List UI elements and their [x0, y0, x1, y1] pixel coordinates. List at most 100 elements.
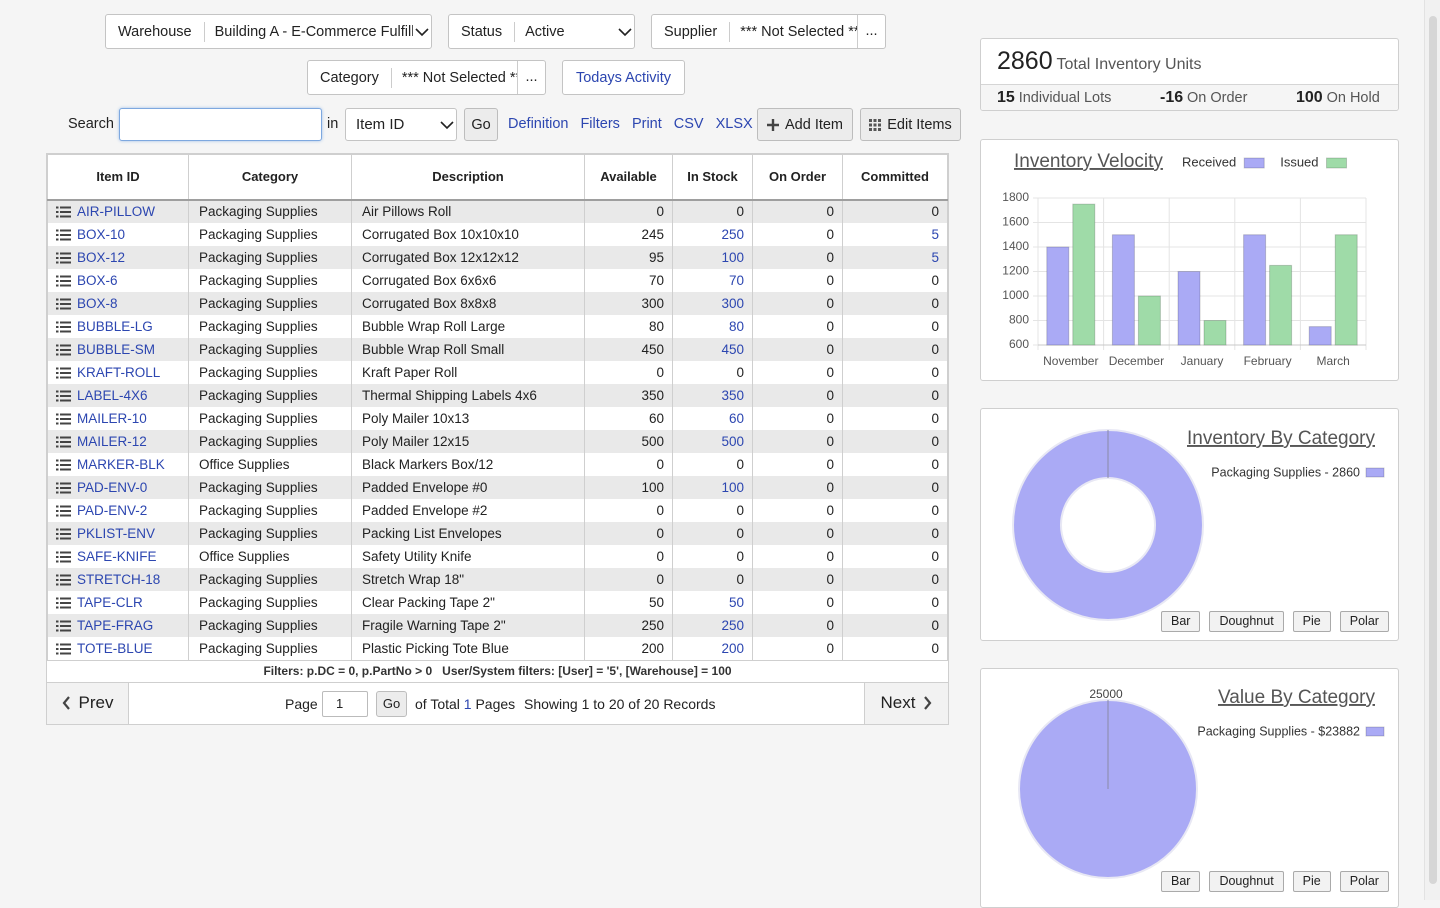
x-tick-label: February: [1244, 354, 1292, 368]
category-filter[interactable]: Category *** Not Selected *** ...: [307, 60, 546, 95]
icon-line: [60, 486, 71, 489]
bar: [1177, 271, 1201, 346]
item-id-link[interactable]: BOX-6: [77, 272, 118, 288]
item-id-link[interactable]: MAILER-10: [77, 410, 147, 426]
stat-label: On Order: [1187, 90, 1248, 106]
more-button[interactable]: ...: [517, 61, 545, 94]
stat: 15 Individual Lots: [997, 89, 1111, 107]
polar-button[interactable]: Polar: [1339, 871, 1389, 892]
text-cell: Corrugated Box 8x8x8: [351, 291, 585, 315]
icon-line: [60, 302, 71, 305]
icon-line: [60, 261, 71, 263]
item-id-link[interactable]: AIR-PILLOW: [77, 204, 156, 219]
warehouse-filter[interactable]: Warehouse Building A - E-Commerce Fulfil…: [105, 14, 432, 49]
go-button[interactable]: Go: [464, 108, 498, 141]
next-button[interactable]: Next: [864, 682, 948, 724]
definition-link[interactable]: Definition: [508, 116, 569, 132]
item-id-link[interactable]: TOTE-BLUE: [77, 640, 153, 656]
pie-button[interactable]: Pie: [1292, 871, 1331, 892]
number-cell: 80: [584, 314, 673, 338]
list-icon: [56, 505, 71, 516]
item-id-link[interactable]: BOX-12: [77, 249, 126, 265]
bar-button[interactable]: Bar: [1161, 871, 1201, 892]
add-item-button[interactable]: Add Item: [757, 108, 853, 141]
page-go-button[interactable]: Go: [376, 690, 407, 717]
list-icon: [56, 390, 71, 401]
polar-button[interactable]: Polar: [1339, 611, 1389, 632]
filters-link[interactable]: Filters: [580, 116, 620, 132]
icon-line: [60, 468, 71, 470]
text-cell: Office Supplies: [188, 544, 352, 568]
list-icon: [56, 206, 71, 218]
doughnut-button[interactable]: Doughnut: [1209, 611, 1284, 632]
text-cell: Corrugated Box 6x6x6: [351, 268, 585, 292]
status-filter[interactable]: Status Active: [448, 14, 635, 49]
number-cell: 450: [584, 337, 673, 361]
number-cell: 0: [672, 521, 753, 545]
scrollbar[interactable]: [1424, 0, 1440, 900]
number-cell: 300: [672, 291, 753, 315]
item-id-link[interactable]: TAPE-FRAG: [77, 617, 154, 633]
supplier-filter[interactable]: Supplier *** Not Selected *** ...: [651, 14, 886, 49]
column-header: Item ID: [47, 154, 189, 201]
item-id-link[interactable]: MAILER-12: [77, 433, 147, 449]
icon-bullet: [56, 647, 59, 650]
text-cell: Packaging Supplies: [188, 613, 352, 637]
item-id-link[interactable]: PAD-ENV-2: [77, 502, 148, 518]
button-label: Edit Items: [887, 116, 952, 133]
item-id-link[interactable]: BUBBLE-SM: [77, 341, 156, 357]
bar-button[interactable]: Bar: [1161, 611, 1201, 632]
number-cell: 0: [752, 245, 843, 269]
number-cell: 0: [752, 383, 843, 407]
item-id-link[interactable]: PKLIST-ENV: [77, 525, 156, 541]
table-row: PAD-ENV-2 Packaging Supplies Padded Envelo…: [47, 498, 948, 522]
item-id-link[interactable]: LABEL-4X6: [77, 387, 148, 403]
item-id-link[interactable]: BUBBLE-LG: [77, 318, 153, 334]
edit-items-button[interactable]: Edit Items: [860, 108, 961, 141]
item-id-link[interactable]: TAPE-CLR: [77, 594, 143, 610]
todays-activity-button[interactable]: Todays Activity: [562, 60, 685, 95]
icon-bullet: [56, 233, 59, 236]
icon-line: [60, 555, 71, 558]
item-id-link[interactable]: KRAFT-ROLL: [77, 364, 161, 380]
number-cell: 0: [584, 199, 673, 223]
item-id-link[interactable]: PAD-ENV-0: [77, 479, 148, 495]
table-row: TOTE-BLUE Packaging Supplies Plastic Picki…: [47, 636, 948, 660]
item-id-link[interactable]: STRETCH-18: [77, 571, 161, 587]
item-id-link[interactable]: BOX-8: [77, 295, 118, 311]
scrollbar-thumb[interactable]: [1429, 16, 1437, 884]
icon-bullet: [56, 624, 59, 627]
chart-title: Inventory Velocity: [1014, 151, 1163, 172]
table-head: Item ID Category Description Available In St…: [47, 154, 948, 201]
number-cell: 0: [752, 360, 843, 384]
prev-button[interactable]: Prev: [47, 682, 129, 724]
print-link[interactable]: Print: [631, 116, 662, 132]
number-cell: 0: [584, 452, 673, 476]
text-cell: Packaging Supplies: [188, 567, 352, 591]
text-cell: Air Pillows Roll: [351, 199, 585, 223]
table-row: SAFE-KNIFE Office Supplies Safety Utility …: [47, 544, 948, 568]
more-button[interactable]: ...: [857, 15, 885, 48]
xlsx-link[interactable]: XLSX: [715, 116, 753, 132]
doughnut-button[interactable]: Doughnut: [1209, 871, 1284, 892]
icon-line: [60, 606, 71, 608]
icon-line: [60, 491, 71, 493]
in-label: in: [327, 116, 339, 132]
number-cell: 0: [672, 360, 753, 384]
bar: [1243, 234, 1267, 346]
icon-line: [60, 298, 71, 300]
icon-bullet: [56, 436, 59, 438]
icon-line: [60, 206, 71, 209]
bar: [1046, 246, 1070, 346]
item-id-link[interactable]: MARKER-BLK: [77, 456, 165, 472]
icon-line: [60, 279, 71, 282]
item-id-link[interactable]: BOX-10: [77, 226, 126, 242]
search-input[interactable]: [119, 108, 322, 141]
pie-button[interactable]: Pie: [1292, 611, 1331, 632]
page-input[interactable]: 1: [322, 690, 368, 717]
search-field-select[interactable]: Item ID: [345, 108, 457, 141]
csv-link[interactable]: CSV: [673, 116, 704, 132]
number-cell: 0: [842, 475, 948, 499]
showing-records: Showing 1 to 20 of 20 Records: [524, 695, 716, 712]
item-id-link[interactable]: SAFE-KNIFE: [77, 548, 157, 564]
